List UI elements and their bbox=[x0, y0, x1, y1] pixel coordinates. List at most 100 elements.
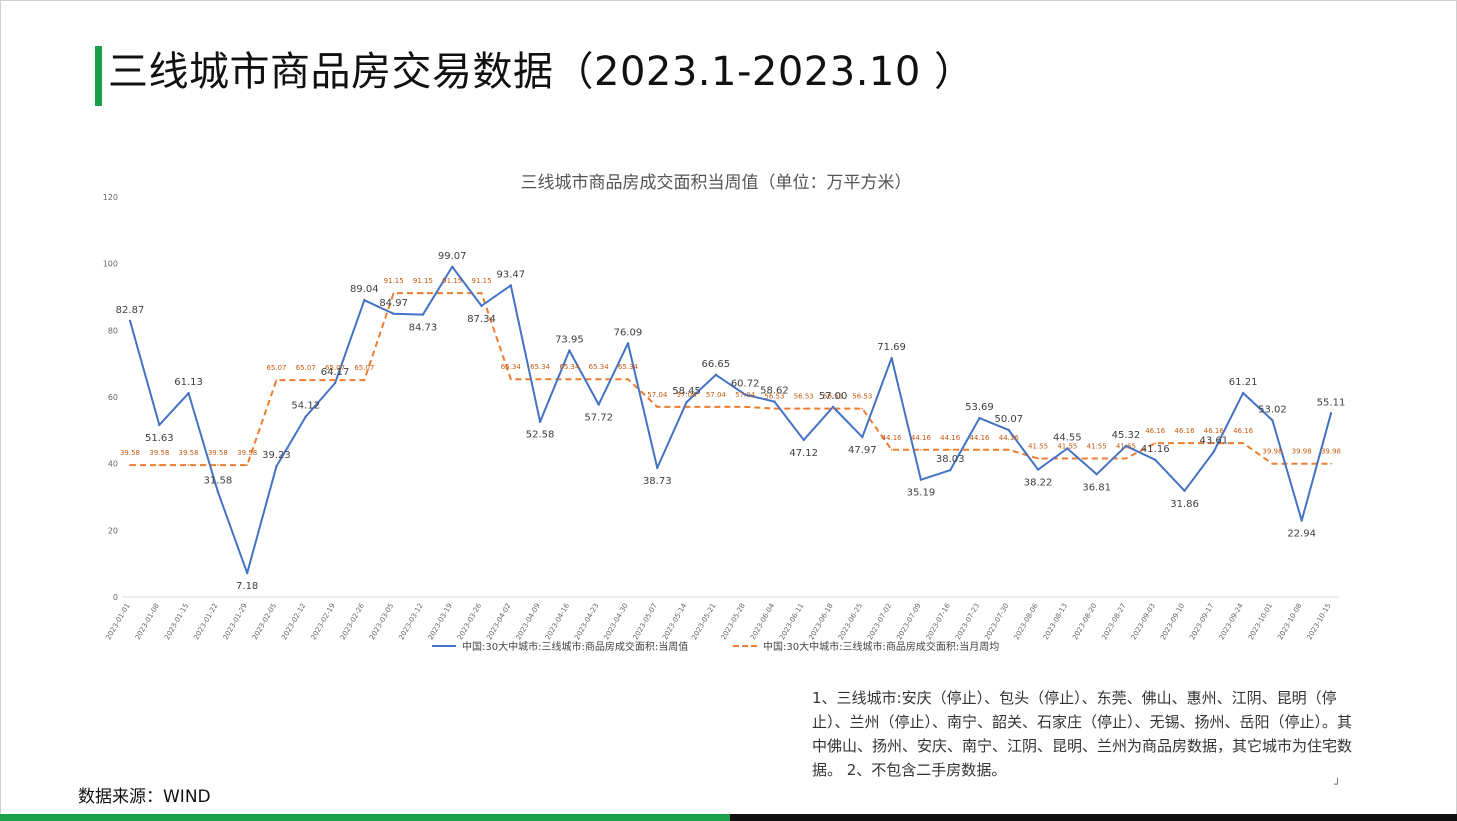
data-label-weekly: 53.69 bbox=[965, 402, 994, 413]
data-source: 数据来源：WIND bbox=[78, 787, 211, 807]
x-tick-label: 2023-08-13 bbox=[1042, 602, 1069, 641]
data-point-monthly-avg bbox=[187, 464, 190, 466]
data-point-weekly bbox=[831, 405, 835, 409]
x-tick-label: 2023-01-01 bbox=[104, 602, 131, 641]
x-tick-label: 2023-08-20 bbox=[1071, 602, 1098, 641]
data-label-weekly: 51.63 bbox=[145, 433, 174, 444]
data-label-weekly: 73.95 bbox=[555, 335, 584, 346]
data-point-monthly-avg bbox=[1300, 462, 1303, 465]
data-point-monthly-avg bbox=[773, 407, 776, 410]
data-label-weekly: 93.47 bbox=[496, 269, 525, 280]
x-tick-label: 2023-02-12 bbox=[280, 602, 307, 641]
y-tick-label: 60 bbox=[108, 393, 118, 402]
x-tick-label: 2023-01-29 bbox=[222, 602, 249, 641]
data-label-monthly-avg: 65.07 bbox=[325, 364, 345, 372]
data-point-weekly bbox=[743, 393, 747, 396]
data-label-monthly-avg: 46.16 bbox=[1145, 427, 1166, 435]
data-point-weekly bbox=[480, 304, 483, 308]
data-point-weekly bbox=[1095, 473, 1098, 476]
data-point-monthly-avg bbox=[1330, 462, 1332, 465]
data-label-weekly: 64.17 bbox=[321, 367, 350, 378]
data-point-weekly bbox=[1241, 391, 1245, 395]
data-point-monthly-avg bbox=[1066, 457, 1069, 460]
data-point-weekly bbox=[919, 478, 923, 481]
y-tick-label: 0 bbox=[113, 593, 118, 602]
data-label-weekly: 47.12 bbox=[789, 448, 818, 459]
data-point-monthly-avg bbox=[480, 292, 483, 294]
data-point-monthly-avg bbox=[861, 407, 864, 410]
x-tick-label: 2023-10-08 bbox=[1276, 602, 1303, 641]
x-tick-label: 2023-07-02 bbox=[866, 602, 893, 641]
data-label-weekly: 76.09 bbox=[614, 327, 643, 338]
data-point-weekly bbox=[1271, 419, 1274, 422]
data-point-weekly bbox=[1007, 428, 1010, 432]
x-tick-label: 2023-03-05 bbox=[368, 602, 395, 641]
data-point-monthly-avg bbox=[304, 379, 307, 381]
x-tick-label: 2023-04-16 bbox=[544, 602, 572, 642]
data-point-monthly-avg bbox=[685, 406, 688, 408]
data-label-weekly: 60.72 bbox=[731, 379, 760, 390]
data-label-weekly: 44.55 bbox=[1053, 433, 1082, 444]
data-point-monthly-avg bbox=[1037, 457, 1039, 460]
data-point-weekly bbox=[948, 469, 952, 472]
data-label-monthly-avg: 65.07 bbox=[354, 364, 374, 372]
x-tick-label: 2023-09-03 bbox=[1130, 602, 1157, 641]
data-point-weekly bbox=[861, 435, 864, 439]
data-point-monthly-avg bbox=[539, 378, 541, 381]
data-point-monthly-avg bbox=[1154, 442, 1157, 444]
data-point-monthly-avg bbox=[158, 464, 161, 466]
data-label-monthly-avg: 91.15 bbox=[413, 277, 433, 285]
data-label-monthly-avg: 57.04 bbox=[706, 391, 727, 399]
data-label-weekly: 38.73 bbox=[643, 476, 672, 487]
data-label-weekly: 84.73 bbox=[409, 323, 438, 334]
x-tick-label: 2023-04-23 bbox=[573, 602, 600, 641]
x-tick-label: 2023-03-19 bbox=[427, 602, 454, 641]
data-point-monthly-avg bbox=[802, 407, 805, 410]
data-point-weekly bbox=[802, 438, 805, 442]
data-point-weekly bbox=[245, 571, 249, 575]
x-tick-label: 2023-06-25 bbox=[837, 602, 864, 641]
x-tick-label: 2023-02-05 bbox=[251, 602, 278, 641]
data-label-monthly-avg: 39.58 bbox=[179, 449, 199, 457]
data-label-monthly-avg: 41.55 bbox=[1116, 443, 1136, 451]
data-point-monthly-avg bbox=[510, 378, 512, 381]
data-point-weekly bbox=[363, 299, 366, 302]
data-point-weekly bbox=[685, 400, 688, 404]
data-point-weekly bbox=[275, 465, 278, 468]
x-tick-label: 2023-03-26 bbox=[456, 602, 484, 642]
series-line-monthly-avg bbox=[130, 292, 1331, 467]
data-label-monthly-avg: 41.55 bbox=[1057, 443, 1077, 451]
x-tick-label: 2023-05-07 bbox=[632, 602, 659, 641]
data-point-monthly-avg bbox=[568, 378, 571, 381]
chart-title: 三线城市商品房成交面积当周值（单位：万平方米） bbox=[520, 173, 912, 193]
data-label-weekly: 61.21 bbox=[1229, 377, 1258, 388]
data-point-weekly bbox=[421, 313, 425, 316]
data-point-weekly bbox=[1212, 450, 1216, 453]
data-point-weekly bbox=[128, 319, 132, 322]
footer-bar-green bbox=[0, 814, 730, 821]
data-point-weekly bbox=[1036, 468, 1040, 471]
data-label-weekly: 7.18 bbox=[236, 581, 258, 592]
legend-item-weekly: 中国:30大中城市:三线城市:商品房成交面积:当周值 bbox=[432, 638, 688, 653]
data-label-monthly-avg: 91.15 bbox=[442, 277, 462, 285]
y-tick-label: 80 bbox=[108, 326, 118, 335]
x-tick-label: 2023-06-18 bbox=[807, 602, 834, 641]
data-label-weekly: 22.94 bbox=[1287, 529, 1316, 540]
x-tick-label: 2023-08-27 bbox=[1100, 602, 1127, 641]
data-label-monthly-avg: 65.34 bbox=[501, 363, 522, 371]
data-label-monthly-avg: 56.53 bbox=[852, 393, 872, 401]
data-label-monthly-avg: 39.58 bbox=[237, 449, 257, 457]
data-label-weekly: 54.12 bbox=[291, 401, 320, 412]
x-tick-label: 2023-04-09 bbox=[515, 602, 542, 641]
data-label-weekly: 57.72 bbox=[584, 413, 613, 424]
data-point-monthly-avg bbox=[246, 464, 248, 466]
data-point-monthly-avg bbox=[422, 292, 424, 294]
data-point-monthly-avg bbox=[1213, 442, 1215, 444]
x-tick-label: 2023-01-08 bbox=[134, 602, 161, 641]
data-point-monthly-avg bbox=[392, 292, 395, 294]
data-label-weekly: 99.07 bbox=[438, 251, 467, 262]
y-tick-label: 100 bbox=[103, 260, 118, 269]
data-label-weekly: 38.22 bbox=[1024, 478, 1053, 489]
data-label-weekly: 87.34 bbox=[467, 314, 496, 325]
data-label-monthly-avg: 44.16 bbox=[999, 434, 1020, 442]
